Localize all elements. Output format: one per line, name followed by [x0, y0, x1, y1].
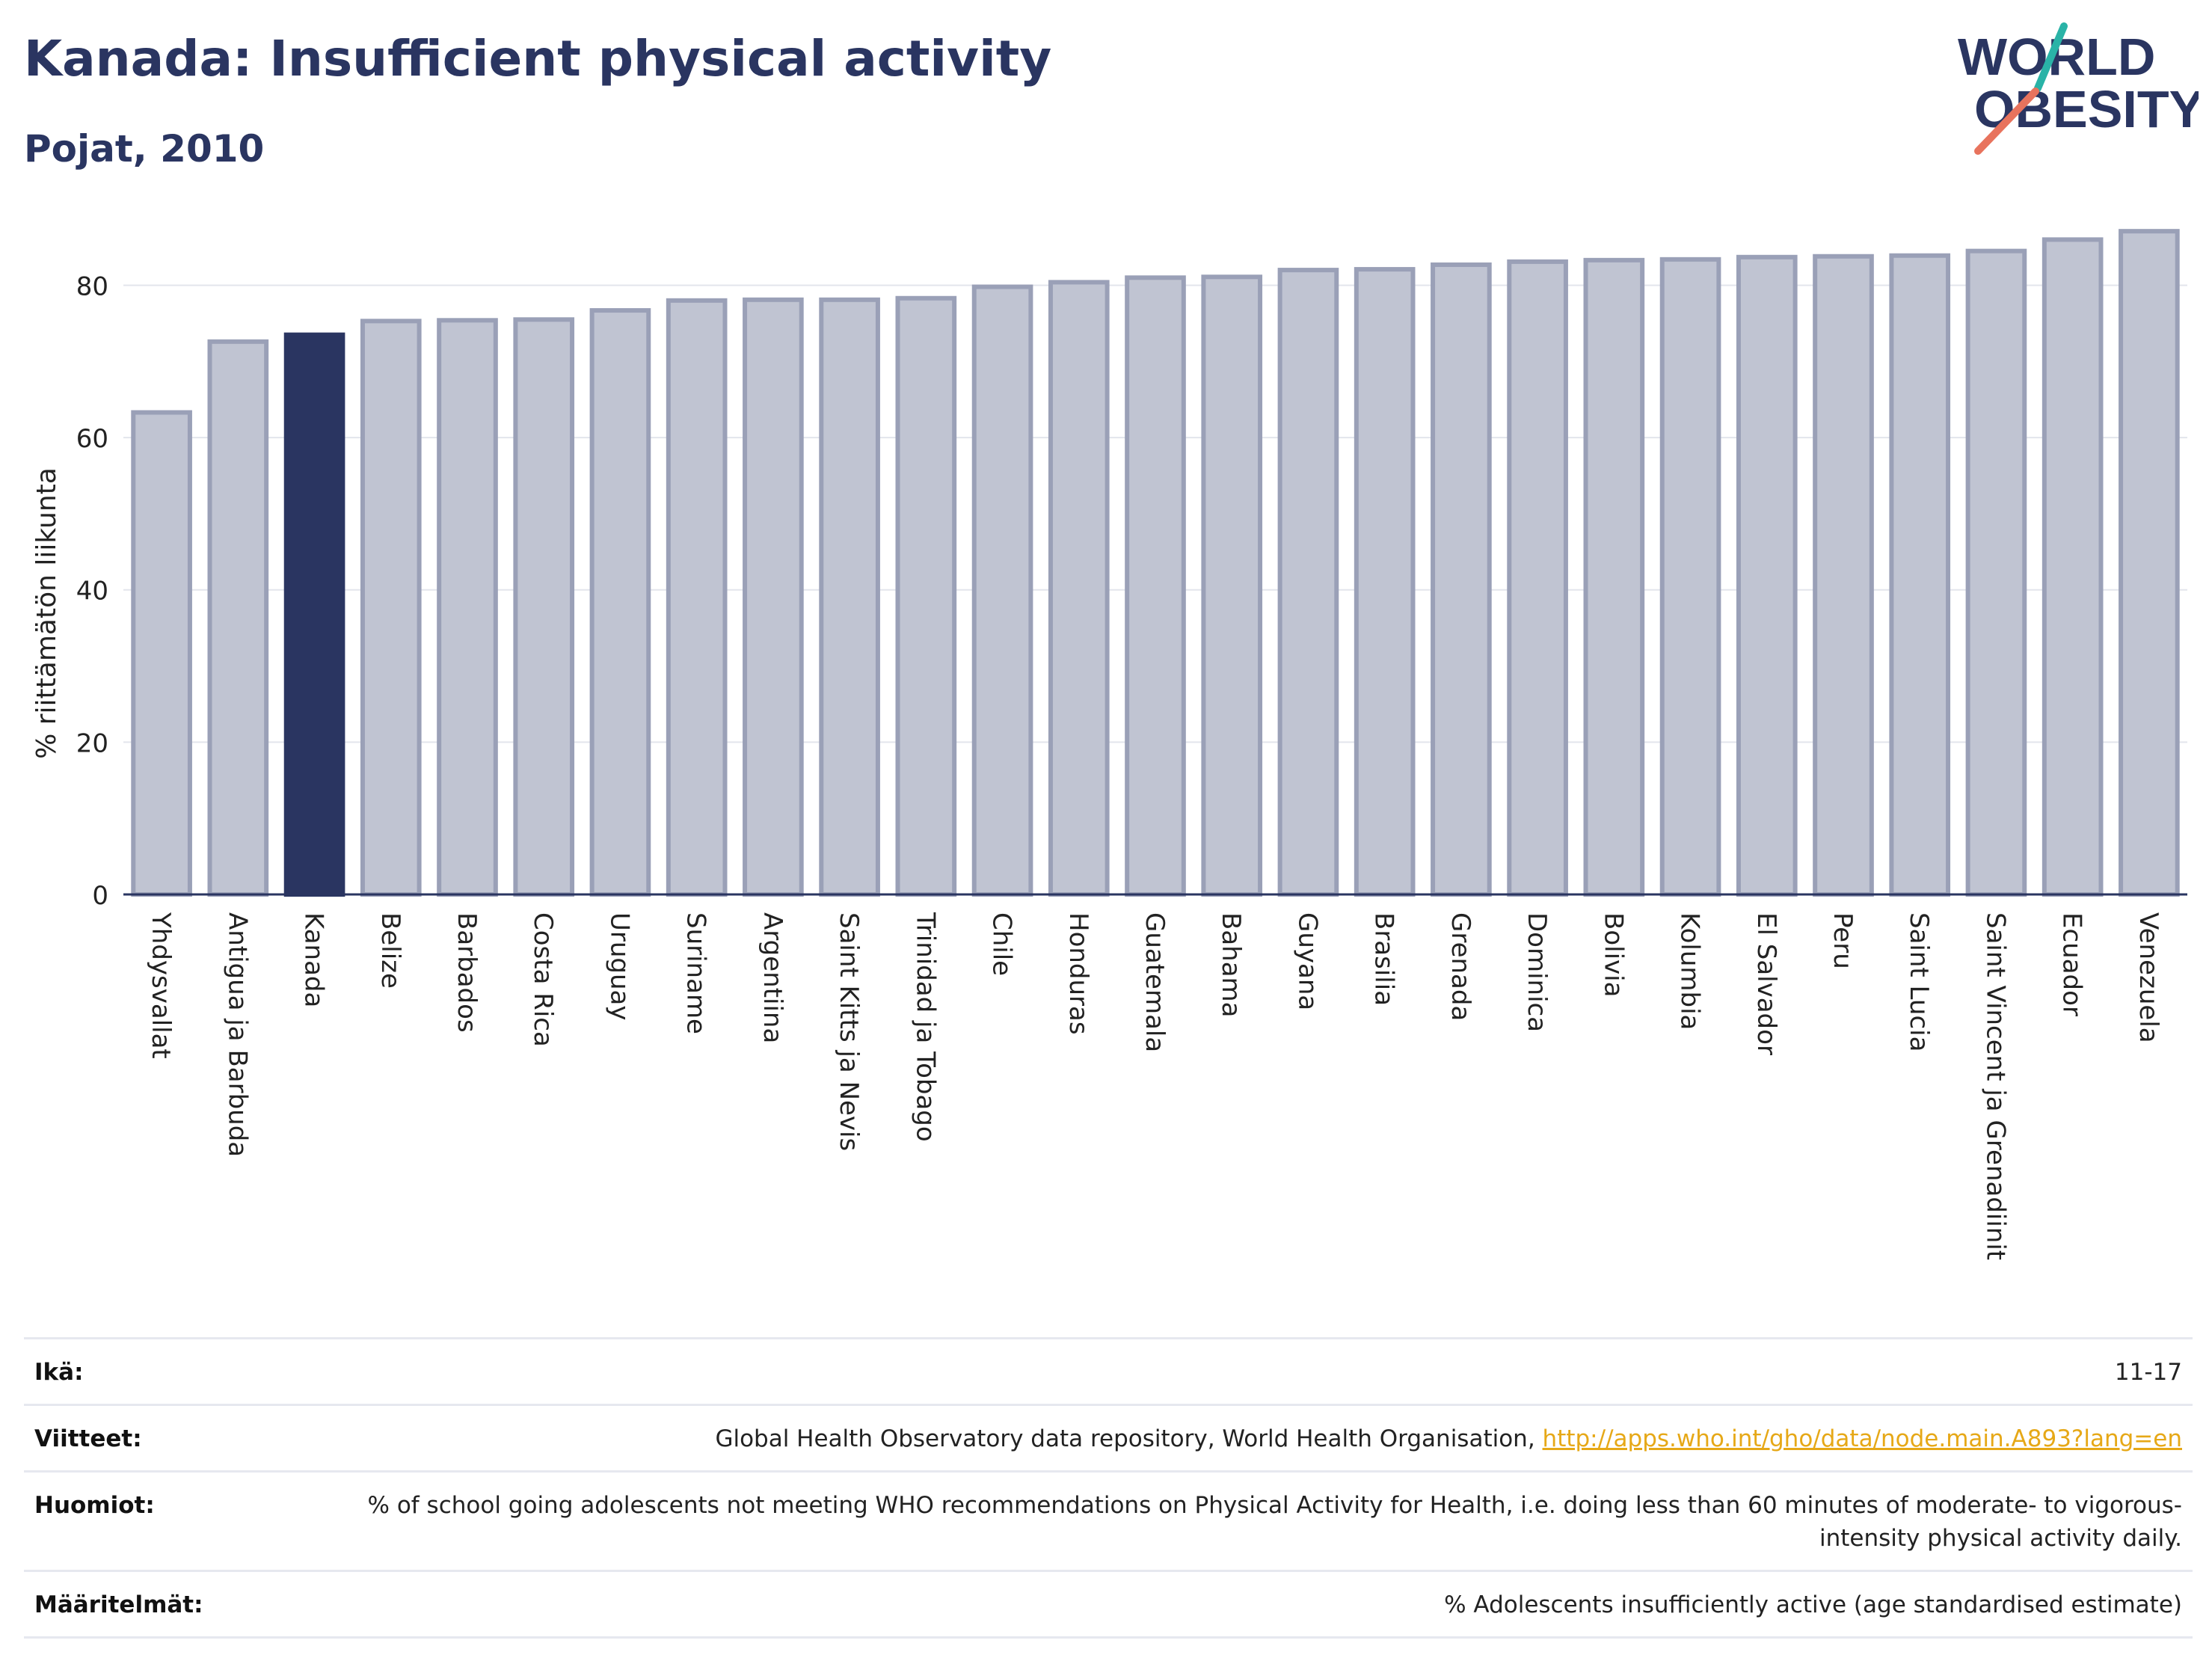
bar	[971, 284, 1033, 897]
source-link[interactable]: http://apps.who.int/gho/data/node.main.A…	[1542, 1425, 2182, 1452]
footer-row-notes: Huomiot: % of school going adolescents n…	[24, 1470, 2193, 1570]
x-tick-label: Honduras	[1063, 912, 1093, 1035]
bar	[513, 317, 575, 897]
x-tick-label: Argentiina	[758, 912, 787, 1043]
x-tick-label: Guyana	[1292, 912, 1322, 1010]
bar	[2042, 237, 2104, 897]
x-tick-label: Belize	[375, 912, 405, 989]
bar	[666, 298, 728, 897]
footer-value: % of school going adolescents not meetin…	[367, 1492, 2182, 1552]
y-tick-label: 60	[76, 424, 108, 454]
x-tick-label: Saint Kitts ja Nevis	[834, 912, 864, 1151]
footer-label: Viitteet:	[34, 1425, 142, 1452]
bar	[1659, 257, 1721, 897]
x-tick-label: Venezuela	[2133, 912, 2163, 1043]
bar-chart: 0 20 40 60 80 Yhdysvallat Antigua ja Barbuda Ka…	[31, 229, 2187, 1260]
x-tick-label: Saint Vincent ja Grenadiinit	[1980, 912, 2010, 1260]
x-tick-label: Yhdysvallat	[146, 912, 176, 1059]
x-tick-label: Dominica	[1522, 912, 1552, 1032]
chart-title: Kanada: Insufficient physical activity	[24, 30, 1052, 87]
x-tick-label: Ecuador	[2057, 912, 2087, 1016]
bar	[1354, 267, 1416, 897]
bar	[1583, 257, 1645, 897]
x-tick-label: Suriname	[681, 912, 711, 1034]
y-tick-label: 20	[76, 728, 108, 758]
footer-row-age: Ikä: 11-17	[24, 1337, 2193, 1404]
footer-row-references: Viitteet: Global Health Observatory data…	[24, 1404, 2193, 1470]
x-tick-label: Brasilia	[1369, 912, 1399, 1006]
chart-subtitle: Pojat, 2010	[24, 127, 265, 171]
bar	[1048, 280, 1110, 897]
y-tick-label: 0	[92, 881, 108, 911]
bar	[1507, 259, 1568, 897]
x-tick-label: Uruguay	[604, 912, 634, 1021]
bar	[1277, 268, 1339, 897]
x-tick-label: Grenada	[1446, 912, 1475, 1021]
y-tick-label: 40	[76, 577, 108, 607]
footer-label: Ikä:	[34, 1359, 84, 1386]
bar	[1736, 254, 1798, 897]
bar	[2119, 229, 2180, 897]
bar	[437, 318, 498, 897]
bar	[1889, 253, 1951, 897]
footer-value: % Adolescents insufficiently active (age…	[1444, 1591, 2182, 1618]
y-axis-label: % riittämätön liikunta	[31, 467, 62, 759]
x-tick-label: Kanada	[299, 912, 329, 1007]
bar	[895, 295, 957, 897]
x-tick-label: Saint Lucia	[1904, 912, 1934, 1051]
bar	[819, 297, 880, 897]
logo-slash-coral	[1974, 87, 2039, 155]
x-tick-label: Trinidad ja Tobago	[910, 912, 940, 1142]
bar	[1965, 248, 2027, 897]
bar	[589, 308, 651, 897]
footer-label: Huomiot:	[34, 1492, 155, 1519]
bar	[1813, 254, 1874, 897]
x-tick-label: Bahama	[1216, 912, 1246, 1018]
x-tick-label: Guatemala	[1140, 912, 1170, 1052]
chart-footer: Ikä: 11-17 Viitteet: Global Health Obser…	[24, 1337, 2193, 1639]
footer-value: 11-17	[2114, 1359, 2182, 1386]
bar	[1201, 274, 1263, 897]
axes: 0 20 40 60 80 Yhdysvallat Antigua ja Barbuda Ka…	[76, 271, 2187, 1260]
y-tick-label: 80	[76, 271, 108, 301]
x-tick-label: El Salvador	[1751, 912, 1781, 1055]
bar	[1431, 262, 1492, 897]
footer-reference-text: Global Health Observatory data repositor…	[715, 1425, 1543, 1452]
x-tick-label: Kolumbia	[1675, 912, 1705, 1030]
bar	[283, 332, 345, 897]
x-tick-label: Costa Rica	[528, 912, 558, 1047]
footer-row-definitions: Määritelmät: % Adolescents insufficientl…	[24, 1570, 2193, 1639]
x-tick-label: Chile	[987, 912, 1017, 976]
footer-label: Määritelmät:	[34, 1591, 203, 1618]
x-tick-label: Bolivia	[1598, 912, 1628, 997]
logo-slash-teal	[2034, 22, 2068, 92]
bar	[743, 297, 804, 897]
logo-text-obesity: OBESITY	[1974, 80, 2199, 138]
bar	[207, 339, 269, 897]
x-tick-label: Antigua ja Barbuda	[222, 912, 252, 1157]
world-obesity-logo: WORLD OBESITY	[1958, 22, 2199, 155]
x-tick-label: Barbados	[452, 912, 482, 1033]
x-tick-label: Peru	[1828, 912, 1858, 969]
bars	[131, 229, 2180, 897]
footer-value: Global Health Observatory data repositor…	[304, 1422, 2182, 1455]
bar	[131, 410, 192, 897]
bar	[360, 319, 422, 897]
bar	[1125, 275, 1186, 897]
